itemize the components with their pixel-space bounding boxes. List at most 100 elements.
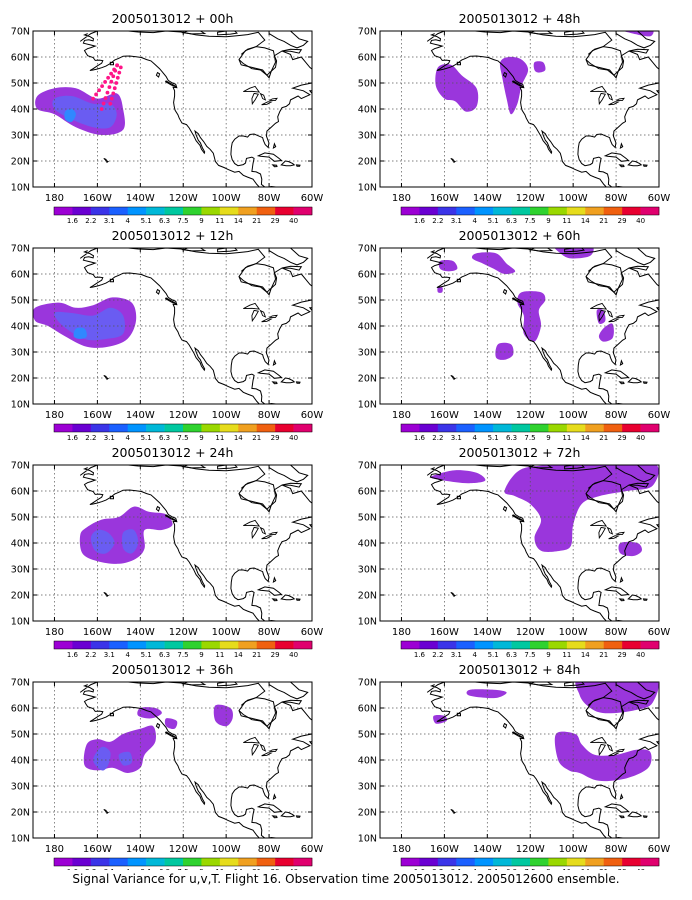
island [217, 465, 238, 470]
colorbar-label: 21 [252, 651, 261, 659]
y-tick-label: 70N [11, 678, 30, 689]
panel-title: 2005013012 + 72h [459, 445, 581, 460]
x-tick-label: 140W [473, 193, 502, 204]
colorbar-swatch [256, 424, 276, 432]
colorbar-swatch [256, 858, 276, 866]
island [511, 514, 524, 522]
island [295, 598, 301, 601]
flight-track-point [91, 96, 95, 101]
island [456, 712, 461, 717]
island [511, 297, 524, 305]
flight-track-point [114, 81, 119, 85]
x-tick-label: 120W [516, 627, 545, 638]
colorbar-label: 1.6 [67, 651, 79, 659]
colorbar-label: 4 [125, 651, 130, 659]
variance-contour [554, 731, 652, 782]
variance-contour [90, 529, 115, 554]
colorbar-label: 21 [599, 651, 608, 659]
x-tick-label: 120W [516, 844, 545, 855]
flight-track-point [117, 70, 122, 75]
x-tick-label: 140W [126, 627, 155, 638]
colorbar-label: 29 [618, 651, 627, 659]
colorbar-label: 2.2 [85, 217, 96, 225]
colorbar-label: 11 [215, 868, 224, 870]
colorbar-label: 11 [562, 651, 571, 659]
y-tick-label: 40N [11, 539, 30, 550]
colorbar-swatch [437, 641, 457, 649]
colorbar-label: 4 [125, 434, 130, 442]
colorbar-label: 6.3 [506, 217, 517, 225]
island [618, 381, 625, 385]
island [109, 495, 114, 500]
colorbar-swatch [201, 424, 221, 432]
island [502, 505, 508, 512]
lake [243, 302, 261, 310]
colorbar-frame [400, 857, 660, 867]
lake [251, 92, 259, 106]
colorbar-label: 5.1 [141, 434, 152, 442]
y-tick-label: 70N [11, 244, 30, 255]
variance-contour [499, 56, 529, 115]
x-tick-label: 60W [648, 410, 671, 421]
island [502, 71, 508, 78]
colorbar-label: 9 [199, 651, 203, 659]
colorbar-swatch [640, 641, 660, 649]
variance-contour [164, 718, 178, 730]
colorbar-swatch [72, 641, 92, 649]
colorbar-swatch [72, 207, 92, 215]
colorbar-label: 3.1 [451, 217, 462, 225]
x-tick-label: 160W [83, 627, 112, 638]
island [628, 48, 650, 54]
colorbar-label: 21 [252, 434, 261, 442]
y-tick-label: 40N [358, 539, 377, 550]
y-tick-label: 70N [358, 244, 377, 255]
lake [243, 519, 261, 527]
map-panel: 2005013012 + 12h 10N 20N 30N 40N 50N 60N 70N 180… [11, 228, 324, 442]
colorbar-label: 40 [636, 651, 645, 659]
colorbar-swatch [275, 207, 294, 215]
colorbar-swatch [183, 424, 202, 432]
x-tick-label: 140W [473, 844, 502, 855]
y-tick-label: 30N [11, 131, 30, 142]
y-tick-label: 70N [358, 678, 377, 689]
island [642, 381, 648, 384]
island [628, 482, 650, 488]
x-tick-label: 100W [212, 627, 241, 638]
island [308, 524, 312, 529]
x-tick-label: 80W [605, 410, 628, 421]
colorbar-swatch [201, 207, 221, 215]
y-tick-label: 30N [358, 131, 377, 142]
coastline [426, 31, 659, 187]
colorbar-label: 2.2 [432, 434, 443, 442]
colorbar-swatch [548, 858, 568, 866]
variance-contour [504, 465, 659, 553]
colorbar-label: 3.1 [104, 434, 115, 442]
colorbar-swatch [401, 424, 420, 432]
colorbar-label: 1.6 [67, 217, 79, 225]
y-tick-label: 30N [358, 782, 377, 793]
colorbar-swatch [183, 641, 202, 649]
colorbar-label: 4 [125, 868, 130, 870]
colorbar-swatch [219, 858, 239, 866]
colorbar-label: 40 [289, 434, 298, 442]
island [450, 591, 457, 598]
island [295, 381, 301, 384]
colorbar-swatch [511, 858, 531, 866]
colorbar-label: 9 [199, 217, 203, 225]
variance-contour [73, 327, 87, 339]
colorbar-label: 29 [618, 434, 627, 442]
island [655, 90, 659, 95]
colorbar-frame [400, 206, 660, 216]
flight-track-point [108, 101, 113, 106]
coastline [238, 46, 278, 76]
island [164, 731, 177, 739]
coastline [426, 682, 659, 838]
coastline [615, 465, 656, 483]
colorbar-label: 21 [599, 217, 608, 225]
colorbar-label: 5.1 [488, 217, 499, 225]
lake [606, 743, 614, 752]
island [308, 307, 312, 312]
colorbar-label: 3.1 [451, 868, 462, 870]
colorbar-swatch [585, 207, 605, 215]
colorbar-swatch [90, 858, 110, 866]
